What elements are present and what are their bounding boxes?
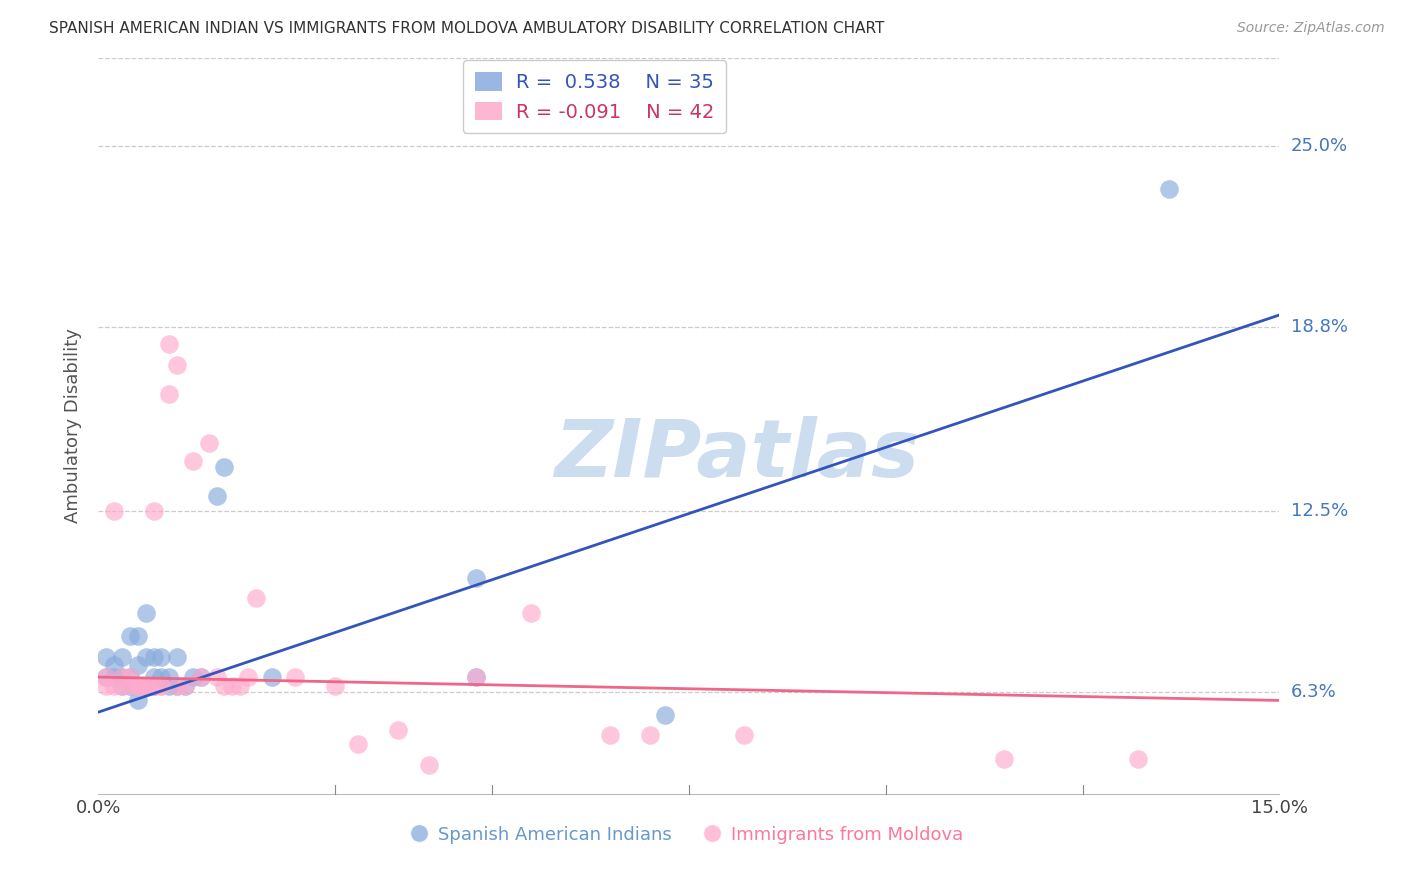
Y-axis label: Ambulatory Disability: Ambulatory Disability <box>63 328 82 524</box>
Point <box>150 679 173 693</box>
Point <box>260 670 283 684</box>
Point <box>111 670 134 684</box>
Point <box>229 679 252 693</box>
Point <box>96 670 118 684</box>
Point <box>214 679 236 693</box>
Point <box>111 679 134 693</box>
Point <box>111 670 134 684</box>
Point <box>654 708 676 723</box>
Point <box>166 679 188 693</box>
Point <box>118 670 141 684</box>
Point <box>118 679 141 693</box>
Point <box>599 729 621 743</box>
Point <box>103 503 125 517</box>
Point <box>465 670 488 684</box>
Point <box>323 679 346 693</box>
Text: ZIPatlas: ZIPatlas <box>554 417 918 494</box>
Point <box>157 670 180 684</box>
Point <box>520 606 543 620</box>
Point <box>245 591 267 606</box>
Point <box>1126 752 1149 766</box>
Point <box>111 649 134 664</box>
Point <box>142 503 165 517</box>
Point <box>103 670 125 684</box>
Point <box>135 649 157 664</box>
Point <box>103 658 125 673</box>
Text: 18.8%: 18.8% <box>1291 318 1347 335</box>
Point <box>214 459 236 474</box>
Point <box>96 649 118 664</box>
Text: 25.0%: 25.0% <box>1291 136 1348 154</box>
Point <box>205 670 228 684</box>
Point <box>127 679 149 693</box>
Point <box>347 737 370 751</box>
Point <box>174 679 197 693</box>
Point <box>135 679 157 693</box>
Point <box>181 454 204 468</box>
Point <box>284 670 307 684</box>
Point <box>135 679 157 693</box>
Point <box>157 679 180 693</box>
Point <box>127 629 149 643</box>
Point <box>205 489 228 503</box>
Point <box>993 752 1015 766</box>
Point <box>142 670 165 684</box>
Point <box>118 670 141 684</box>
Point <box>150 679 173 693</box>
Point <box>1159 182 1181 196</box>
Point <box>142 679 165 693</box>
Point <box>135 606 157 620</box>
Point <box>103 679 125 693</box>
Point <box>127 693 149 707</box>
Point <box>135 679 157 693</box>
Point <box>221 679 243 693</box>
Point <box>96 670 118 684</box>
Point <box>157 337 180 351</box>
Text: Source: ZipAtlas.com: Source: ZipAtlas.com <box>1237 21 1385 35</box>
Point <box>387 723 409 737</box>
Legend: Spanish American Indians, Immigrants from Moldova: Spanish American Indians, Immigrants fro… <box>408 818 970 851</box>
Text: SPANISH AMERICAN INDIAN VS IMMIGRANTS FROM MOLDOVA AMBULATORY DISABILITY CORRELA: SPANISH AMERICAN INDIAN VS IMMIGRANTS FR… <box>49 21 884 36</box>
Point <box>638 729 661 743</box>
Point <box>418 757 440 772</box>
Point <box>111 679 134 693</box>
Point <box>118 679 141 693</box>
Point <box>142 679 165 693</box>
Point <box>96 679 118 693</box>
Point <box>465 571 488 585</box>
Point <box>150 649 173 664</box>
Point <box>118 629 141 643</box>
Point <box>166 679 188 693</box>
Point <box>465 670 488 684</box>
Point <box>174 679 197 693</box>
Text: 6.3%: 6.3% <box>1291 682 1336 701</box>
Point <box>150 670 173 684</box>
Point <box>157 386 180 401</box>
Point <box>166 358 188 372</box>
Text: 12.5%: 12.5% <box>1291 501 1348 520</box>
Point <box>190 670 212 684</box>
Point <box>197 436 219 450</box>
Point <box>142 649 165 664</box>
Point <box>127 658 149 673</box>
Point <box>190 670 212 684</box>
Point <box>236 670 259 684</box>
Point <box>733 729 755 743</box>
Point <box>181 670 204 684</box>
Point <box>166 649 188 664</box>
Point <box>127 679 149 693</box>
